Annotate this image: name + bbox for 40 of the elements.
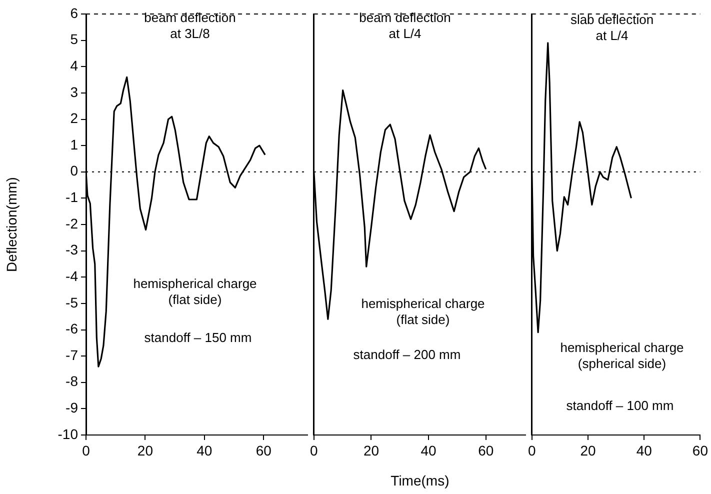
x-tick-label: 0 bbox=[310, 442, 318, 458]
annotation: beam deflection at L/4 bbox=[359, 10, 451, 42]
x-tick-label: 0 bbox=[528, 442, 536, 458]
annotation: hemispherical charge (flat side) bbox=[361, 296, 485, 328]
y-tick-label: 1 bbox=[70, 136, 78, 152]
x-tick-label: 0 bbox=[82, 442, 90, 458]
x-tick-label: 60 bbox=[478, 442, 494, 458]
y-tick-label: -1 bbox=[66, 189, 78, 206]
y-tick-label: 4 bbox=[70, 57, 78, 74]
y-tick-label: 2 bbox=[70, 110, 78, 126]
x-tick-label: 60 bbox=[692, 442, 708, 458]
x-tick-label: 40 bbox=[636, 442, 652, 458]
x-tick-label: 60 bbox=[256, 442, 272, 458]
y-tick-label: -2 bbox=[66, 215, 78, 232]
annotation: standoff – 100 mm bbox=[566, 398, 674, 414]
y-tick-label: 3 bbox=[70, 84, 78, 100]
y-axis-title: Deflection(mm) bbox=[3, 177, 20, 272]
annotation: hemispherical charge (spherical side) bbox=[560, 340, 684, 372]
y-tick-label: -4 bbox=[66, 268, 78, 284]
y-tick-label: -9 bbox=[66, 400, 78, 416]
x-tick-label: 40 bbox=[420, 442, 437, 458]
x-tick-label: 40 bbox=[196, 442, 212, 458]
x-tick-label: 20 bbox=[580, 442, 596, 458]
annotation: hemispherical charge (flat side) bbox=[133, 276, 257, 308]
x-tick-label: 20 bbox=[363, 442, 380, 458]
annotation: slab deflection at L/4 bbox=[570, 12, 654, 44]
y-tick-label: 5 bbox=[70, 31, 78, 48]
y-tick-label: -6 bbox=[66, 320, 78, 337]
annotation: standoff – 150 mm bbox=[144, 330, 252, 346]
annotation: standoff – 200 mm bbox=[353, 347, 461, 363]
y-tick-label: -5 bbox=[66, 294, 78, 310]
y-tick-label: 0 bbox=[70, 162, 78, 179]
y-tick-label: -8 bbox=[66, 373, 78, 390]
x-axis-title: Time(ms) bbox=[390, 472, 450, 488]
y-tick-label: -7 bbox=[66, 346, 78, 363]
y-tick-label: 6 bbox=[70, 4, 78, 21]
x-tick-label: 20 bbox=[137, 442, 154, 458]
y-tick-label: -10 bbox=[58, 426, 78, 442]
annotation: beam deflection at 3L/8 bbox=[144, 10, 236, 42]
y-tick-label: -3 bbox=[66, 242, 78, 258]
